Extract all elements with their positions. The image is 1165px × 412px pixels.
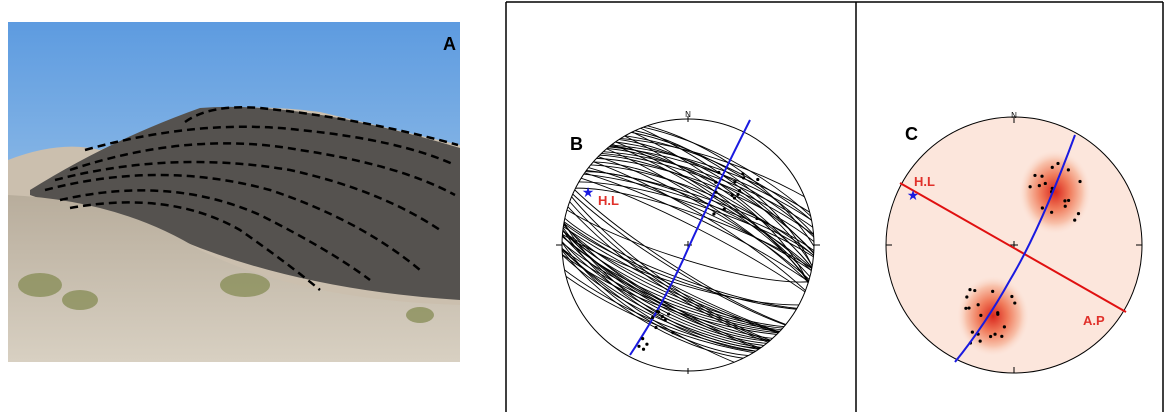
pole [979,314,982,317]
pole [1038,184,1041,187]
great-circle [499,93,863,404]
pole [1073,219,1076,222]
pole [989,335,992,338]
pole [654,326,657,329]
pole [968,288,971,291]
pole [742,176,745,179]
pole [1040,175,1043,178]
pole [991,290,994,293]
north: N [685,110,691,119]
pole [964,307,967,310]
north: N [1011,111,1017,120]
pole [755,217,758,220]
pole [993,333,996,336]
pole [1067,199,1070,202]
pole [717,171,720,174]
star: ★ [907,187,920,203]
great-circle [502,73,871,398]
pole [723,207,726,210]
pole [1013,301,1016,304]
pole [1056,162,1059,165]
pole [733,196,736,199]
pole [1064,205,1067,208]
figure: A ★ N B H.L ★ N C H.L A.P [0,0,1165,412]
great-circle [514,100,870,365]
great-circle [523,127,844,377]
pole [731,194,734,197]
pole [714,181,717,184]
pole [714,191,717,194]
pole [637,345,640,348]
panel-label: B [570,134,583,154]
great-circle [511,123,879,366]
star: ★ [582,184,595,200]
great-circle [512,85,859,382]
pole [642,348,645,351]
panel-label: A [443,34,456,54]
great-circle [474,102,912,401]
great-circles [466,65,916,412]
pole [651,316,654,319]
pole [1051,166,1054,169]
pole [1077,212,1080,215]
pole [712,212,715,215]
photo [8,22,460,362]
pole [996,313,999,316]
pole [738,189,741,192]
pole [1010,295,1013,298]
pole [664,318,667,321]
ticks [556,116,820,374]
great-circle [483,111,900,397]
pole [756,178,759,181]
pole [641,337,644,340]
pole [1044,182,1047,185]
pole [1033,174,1036,177]
annotation: A.P [1083,313,1105,328]
pole [661,315,664,318]
pole [1041,206,1044,209]
pole [979,340,982,343]
pole [1000,335,1003,338]
pole [977,303,980,306]
pole [657,310,660,313]
great-circle [508,86,879,381]
pole [736,193,739,196]
pole [733,180,736,183]
pole [971,331,974,334]
pole [1029,185,1032,188]
pole [1050,211,1053,214]
pole [965,295,968,298]
page: A ★ N B H.L ★ N C H.L A.P (() => { const… [0,0,1165,412]
pole [1078,180,1081,183]
annotation: H.L [914,174,935,189]
great-circle [479,107,882,401]
panel-label: C [905,124,918,144]
pole [671,331,674,334]
pole [667,312,670,315]
pole [1003,325,1006,328]
pole [973,289,976,292]
great-circle [488,88,897,397]
pole [645,343,648,346]
pole [967,306,970,309]
great-circle [466,80,885,412]
pole [1067,168,1070,171]
pole [741,172,744,175]
pole [1063,199,1066,202]
annotation: H.L [598,193,619,208]
